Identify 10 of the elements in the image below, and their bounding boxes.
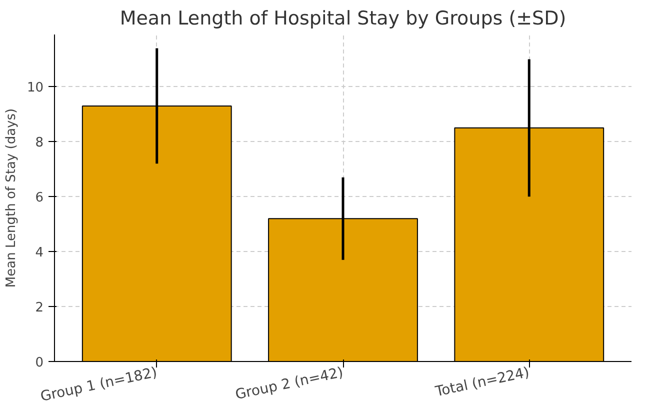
y-tick-label: 6 [35,190,44,206]
y-tick-label: 2 [35,300,44,316]
chart-title: Mean Length of Hospital Stay by Groups (±SD) [120,8,566,30]
y-tick-label: 10 [26,80,44,96]
x-tick-label: Group 2 (n=42) [234,364,345,404]
y-tick-label: 8 [35,136,44,151]
y-axis-title: Mean Length of Stay (days) [4,108,19,288]
y-tick-label: 4 [35,246,44,261]
x-tick-label: Total (n=224) [433,364,531,400]
y-tick-label: 0 [35,356,44,370]
